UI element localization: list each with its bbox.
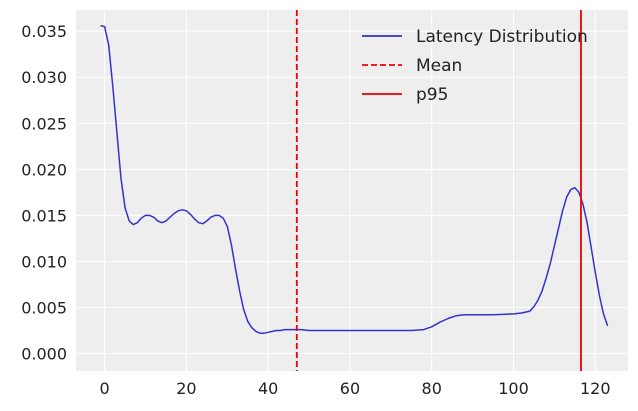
legend-label: Mean	[416, 56, 462, 76]
y-tick-label: 0.025	[21, 114, 67, 133]
x-tick-label: 120	[580, 379, 611, 398]
reference-lines	[295, 10, 582, 371]
y-axis-ticks: 0.000 0.005 0.010 0.015 0.020 0.025 0.030 0.035	[21, 22, 67, 363]
y-tick-label: 0.030	[21, 68, 67, 87]
x-tick-label: 80	[422, 379, 442, 398]
legend-label: Latency Distribution	[416, 27, 588, 47]
y-tick-label: 0.015	[21, 206, 67, 225]
x-tick-label: 20	[176, 379, 196, 398]
x-axis-ticks: 0 20 40 60 80 100 120	[100, 379, 611, 398]
x-tick-label: 100	[498, 379, 529, 398]
y-tick-label: 0.020	[21, 160, 67, 179]
y-tick-label: 0.005	[21, 298, 67, 317]
legend: Latency Distribution Mean p95	[362, 27, 588, 105]
series-layer	[100, 24, 609, 334]
grid-lines	[76, 10, 628, 371]
y-tick-label: 0.035	[21, 22, 67, 41]
x-tick-label: 60	[340, 379, 360, 398]
series-line	[100, 24, 609, 334]
plot-area	[76, 10, 628, 371]
y-tick-label: 0.000	[21, 345, 67, 364]
x-tick-label: 40	[258, 379, 278, 398]
y-tick-label: 0.010	[21, 252, 67, 271]
x-tick-label: 0	[100, 379, 110, 398]
legend-label: p95	[416, 85, 448, 105]
